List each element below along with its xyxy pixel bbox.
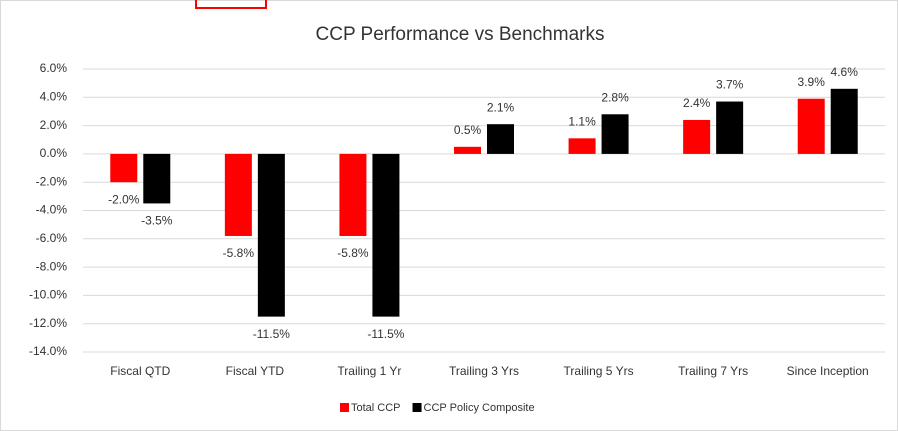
data-label: -2.0% xyxy=(108,192,140,206)
bar xyxy=(454,146,481,154)
x-tick-label: Since Inception xyxy=(787,364,869,378)
x-tick-label: Fiscal QTD xyxy=(110,364,170,378)
data-label: -5.8% xyxy=(337,246,369,260)
y-tick-label: 0.0% xyxy=(40,146,68,160)
data-label: 2.4% xyxy=(683,96,711,110)
bar xyxy=(716,101,744,154)
data-label: -11.5% xyxy=(253,327,290,341)
bar xyxy=(143,153,171,204)
bar xyxy=(797,98,825,154)
data-label: 3.7% xyxy=(716,78,744,92)
y-tick-label: -4.0% xyxy=(36,203,68,217)
y-tick-label: -12.0% xyxy=(29,316,67,330)
y-tick-label: -14.0% xyxy=(29,344,67,358)
x-tick-label: Trailing 1 Yr xyxy=(337,364,401,378)
bar xyxy=(110,153,138,183)
x-tick-label: Fiscal YTD xyxy=(226,364,285,378)
y-tick-label: -10.0% xyxy=(29,288,67,302)
data-label: 3.9% xyxy=(798,75,826,89)
y-tick-label: -8.0% xyxy=(36,259,68,273)
chart-title: CCP Performance vs Benchmarks xyxy=(316,24,605,45)
data-label: 0.5% xyxy=(454,123,482,137)
bar xyxy=(257,153,285,317)
bar xyxy=(339,153,367,236)
x-tick-label: Trailing 5 Yrs xyxy=(564,364,634,378)
data-label: -5.8% xyxy=(223,246,255,260)
bar xyxy=(830,88,858,154)
x-tick-label: Trailing 7 Yrs xyxy=(678,364,748,378)
data-label: -11.5% xyxy=(367,327,404,341)
legend-label: CCP Policy Composite xyxy=(424,402,535,414)
x-tick-label: Trailing 3 Yrs xyxy=(449,364,519,378)
y-tick-label: 2.0% xyxy=(40,118,68,132)
legend-label: Total CCP xyxy=(351,402,401,414)
y-tick-label: -2.0% xyxy=(36,174,68,188)
data-label: -3.5% xyxy=(141,214,173,228)
bar xyxy=(224,153,252,236)
bar xyxy=(683,119,711,154)
y-tick-label: -6.0% xyxy=(36,231,68,245)
bar xyxy=(601,114,629,154)
y-tick-label: 4.0% xyxy=(40,89,68,103)
bar xyxy=(487,124,514,154)
selection-box xyxy=(195,0,267,9)
data-label: 1.1% xyxy=(568,115,596,129)
data-label: 2.1% xyxy=(487,100,515,114)
legend-swatch xyxy=(412,403,422,412)
legend-swatch xyxy=(340,403,349,412)
y-tick-label: 6.0% xyxy=(40,61,68,75)
bar xyxy=(372,153,400,317)
data-label: 4.6% xyxy=(831,65,859,79)
bar xyxy=(568,138,596,154)
data-label: 2.8% xyxy=(601,90,629,104)
